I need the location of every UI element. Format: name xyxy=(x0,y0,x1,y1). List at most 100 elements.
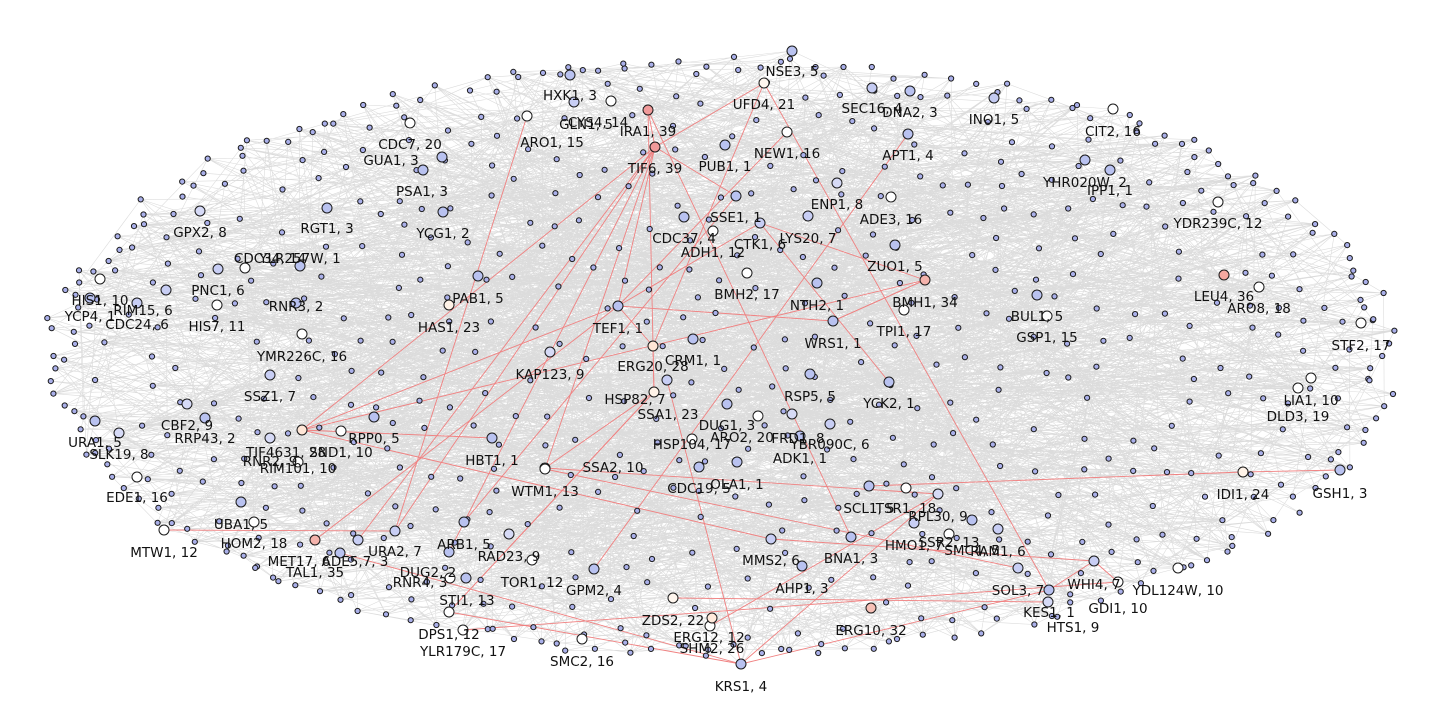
labeled-node xyxy=(731,456,743,468)
network-node xyxy=(1257,450,1265,457)
node-label: RIM101, 10 xyxy=(260,461,337,477)
network-node xyxy=(512,413,519,420)
labeled-node xyxy=(290,297,302,309)
network-node xyxy=(1186,322,1193,329)
network-node xyxy=(295,374,302,382)
labeled-node xyxy=(667,592,679,604)
network-node xyxy=(241,455,248,462)
labeled-node xyxy=(1212,196,1224,208)
node-label: GDI1, 10 xyxy=(1088,601,1147,617)
network-node xyxy=(316,424,323,431)
node-label: HBT1, 1 xyxy=(465,453,518,469)
highlighted-edge xyxy=(759,222,926,281)
network-node xyxy=(623,564,630,571)
node-label: MET17, 6 xyxy=(268,554,331,570)
network-node xyxy=(590,264,597,271)
network-node xyxy=(191,538,198,545)
network-node xyxy=(1133,128,1140,135)
network-node xyxy=(1143,203,1150,210)
network-node xyxy=(347,401,355,408)
network-node xyxy=(802,94,809,101)
network-node xyxy=(1381,403,1388,410)
network-node xyxy=(538,638,545,645)
network-node xyxy=(1389,390,1397,398)
network-node xyxy=(735,386,742,393)
network-node xyxy=(482,390,489,397)
network-node xyxy=(330,464,337,471)
network-node xyxy=(139,422,146,429)
network-node xyxy=(423,578,430,586)
network-node xyxy=(1246,302,1254,309)
labeled-node xyxy=(804,368,816,380)
node-label: RNR4, 3 xyxy=(393,575,448,591)
highlighted-edge xyxy=(339,552,742,665)
network-node xyxy=(1092,491,1099,498)
network-node xyxy=(750,344,757,351)
network-node xyxy=(1067,599,1074,606)
network-node xyxy=(1048,143,1056,150)
network-node xyxy=(694,294,702,301)
network-node xyxy=(101,339,108,346)
network-node xyxy=(190,182,197,189)
network-node xyxy=(1100,337,1107,344)
network-node xyxy=(299,157,306,164)
network-node xyxy=(1203,557,1211,564)
node-label: TIF6, 39 xyxy=(627,161,682,177)
network-node xyxy=(761,422,768,429)
labeled-node xyxy=(417,164,429,176)
network-node xyxy=(542,442,549,449)
node-label: YCP4, 1 xyxy=(64,309,116,325)
network-node xyxy=(780,408,787,415)
network-node xyxy=(1105,455,1112,462)
node-label: ERG12, 12 xyxy=(673,630,744,646)
network-node xyxy=(493,132,501,139)
network-node xyxy=(569,255,576,263)
network-node xyxy=(782,365,789,372)
network-node xyxy=(672,146,679,153)
node-label: LEU4, 36 xyxy=(1194,289,1254,305)
labeled-node xyxy=(1043,584,1055,596)
network-node xyxy=(1296,286,1303,293)
network-node xyxy=(489,625,496,632)
network-node xyxy=(1093,305,1100,312)
network-node xyxy=(1016,97,1023,104)
network-node xyxy=(1312,221,1319,228)
labeled-node xyxy=(292,456,304,468)
node-label: SOL3, 7 xyxy=(992,583,1044,599)
highlighted-edge xyxy=(357,146,656,541)
network-node xyxy=(235,415,242,422)
network-node xyxy=(800,152,807,159)
network-node xyxy=(827,396,834,403)
network-node xyxy=(1370,316,1377,323)
network-node xyxy=(149,382,156,389)
labeled-node xyxy=(1237,466,1249,478)
network-node xyxy=(1126,111,1133,119)
network-node xyxy=(1224,548,1231,555)
network-node xyxy=(1030,333,1037,340)
network-node xyxy=(686,266,693,273)
network-node xyxy=(1366,377,1373,384)
network-node xyxy=(1001,205,1008,212)
network-node xyxy=(909,216,916,224)
network-node xyxy=(253,338,260,345)
labeled-node xyxy=(866,82,878,94)
node-label: AHP1, 3 xyxy=(775,581,828,597)
network-node xyxy=(239,152,246,159)
network-node xyxy=(148,353,156,360)
network-node xyxy=(964,181,972,188)
network-node xyxy=(270,574,277,581)
node-label: SND1, 10 xyxy=(309,445,372,461)
network-node xyxy=(1259,251,1266,258)
network-node xyxy=(648,555,656,563)
node-label: INO1, 5 xyxy=(969,112,1019,128)
network-node xyxy=(297,482,304,489)
network-node xyxy=(472,348,479,355)
node-label: RAD23, 9 xyxy=(478,549,541,565)
network-node xyxy=(947,399,954,406)
labeled-node xyxy=(827,315,839,327)
network-node xyxy=(48,325,55,332)
network-node xyxy=(1300,347,1307,354)
labeled-node xyxy=(264,369,276,381)
network-node xyxy=(44,315,51,322)
